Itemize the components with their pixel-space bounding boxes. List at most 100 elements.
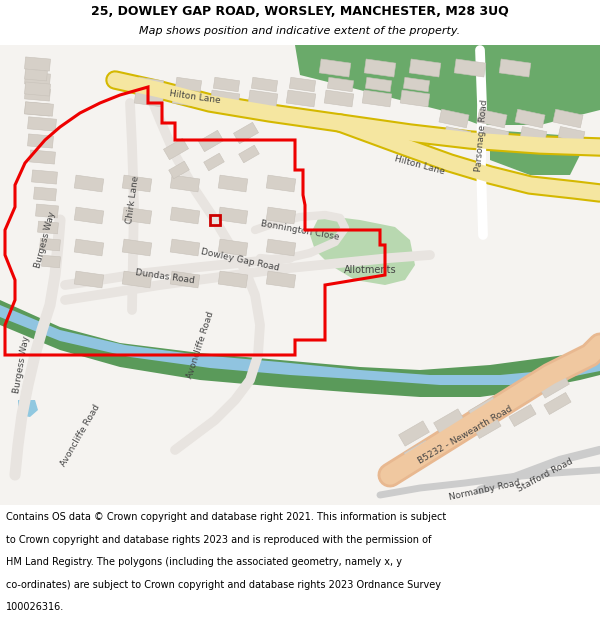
Polygon shape (239, 145, 259, 163)
Polygon shape (210, 90, 240, 107)
Polygon shape (515, 109, 545, 128)
Polygon shape (0, 300, 600, 397)
Polygon shape (218, 271, 248, 288)
Polygon shape (404, 441, 431, 462)
Polygon shape (122, 175, 152, 192)
Polygon shape (328, 78, 353, 92)
Polygon shape (170, 239, 200, 256)
Polygon shape (134, 90, 164, 107)
Polygon shape (170, 271, 200, 288)
Text: Contains OS data © Crown copyright and database right 2021. This information is : Contains OS data © Crown copyright and d… (6, 512, 446, 522)
Text: Parsonage Road: Parsonage Road (475, 99, 490, 171)
Polygon shape (29, 150, 55, 164)
Polygon shape (41, 255, 61, 268)
Polygon shape (539, 373, 569, 398)
Polygon shape (544, 392, 571, 414)
Polygon shape (175, 78, 202, 92)
Polygon shape (25, 82, 50, 96)
Polygon shape (434, 409, 464, 434)
Text: 100026316.: 100026316. (6, 602, 64, 612)
Polygon shape (477, 109, 507, 128)
Polygon shape (499, 59, 531, 77)
Text: 25, DOWLEY GAP ROAD, WORSLEY, MANCHESTER, M28 3UQ: 25, DOWLEY GAP ROAD, WORSLEY, MANCHESTER… (91, 5, 509, 18)
Polygon shape (172, 90, 202, 107)
Polygon shape (25, 102, 50, 116)
Polygon shape (35, 204, 58, 218)
Text: Burgess Way: Burgess Way (13, 336, 31, 394)
Text: Avoncliffe Road: Avoncliffe Road (185, 310, 215, 380)
Polygon shape (0, 305, 600, 385)
Polygon shape (509, 404, 536, 426)
Polygon shape (295, 45, 600, 125)
Polygon shape (520, 126, 547, 142)
Polygon shape (25, 57, 50, 71)
Polygon shape (25, 69, 47, 81)
Polygon shape (560, 45, 600, 65)
Polygon shape (469, 397, 499, 422)
Polygon shape (28, 117, 56, 131)
Text: Avoncliffe Road: Avoncliffe Road (59, 402, 101, 468)
Polygon shape (365, 78, 392, 92)
Polygon shape (74, 239, 104, 256)
Polygon shape (74, 175, 104, 192)
Polygon shape (25, 87, 50, 101)
Polygon shape (503, 385, 535, 410)
Text: Chirk Lane: Chirk Lane (125, 176, 141, 224)
Polygon shape (474, 416, 501, 439)
Polygon shape (170, 207, 200, 224)
Polygon shape (25, 102, 53, 116)
Text: Allotments: Allotments (344, 265, 397, 275)
Polygon shape (218, 239, 248, 256)
Polygon shape (233, 122, 259, 144)
Polygon shape (364, 59, 396, 77)
Polygon shape (248, 90, 278, 107)
Polygon shape (251, 78, 278, 92)
Text: Dundas Road: Dundas Road (135, 268, 195, 286)
Polygon shape (199, 130, 224, 152)
Polygon shape (163, 138, 188, 160)
Polygon shape (362, 90, 392, 107)
Polygon shape (398, 421, 430, 446)
Text: co-ordinates) are subject to Crown copyright and database rights 2023 Ordnance S: co-ordinates) are subject to Crown copyr… (6, 579, 441, 589)
Polygon shape (266, 207, 296, 224)
Polygon shape (558, 126, 585, 142)
Polygon shape (439, 109, 469, 128)
Polygon shape (218, 175, 248, 192)
Polygon shape (18, 400, 38, 417)
Polygon shape (409, 59, 441, 77)
Polygon shape (266, 239, 296, 256)
Polygon shape (32, 170, 58, 184)
Text: Burgess Way: Burgess Way (33, 211, 57, 269)
Text: Normanby Road: Normanby Road (449, 478, 521, 502)
Polygon shape (266, 271, 296, 288)
Polygon shape (482, 126, 509, 142)
Polygon shape (0, 45, 600, 505)
Text: HM Land Registry. The polygons (including the associated geometry, namely x, y: HM Land Registry. The polygons (includin… (6, 557, 402, 567)
Polygon shape (214, 78, 239, 92)
Polygon shape (74, 271, 104, 288)
Polygon shape (25, 72, 50, 86)
Polygon shape (137, 78, 164, 92)
Polygon shape (204, 153, 224, 171)
Polygon shape (286, 90, 316, 107)
Polygon shape (439, 429, 466, 451)
Text: Hilton Lane: Hilton Lane (394, 154, 446, 176)
Polygon shape (266, 175, 296, 192)
Text: B5232 - Newearth Road: B5232 - Newearth Road (416, 404, 514, 466)
Text: Stafford Road: Stafford Road (515, 456, 574, 494)
Text: Dowley Gap Road: Dowley Gap Road (200, 248, 280, 272)
Polygon shape (324, 90, 354, 107)
Text: Bonnington Close: Bonnington Close (260, 219, 340, 241)
Polygon shape (74, 207, 104, 224)
Polygon shape (289, 78, 316, 92)
Polygon shape (444, 126, 471, 142)
Polygon shape (403, 78, 430, 92)
Polygon shape (122, 239, 152, 256)
Polygon shape (28, 134, 53, 148)
Polygon shape (122, 271, 152, 288)
Polygon shape (34, 187, 56, 201)
Polygon shape (170, 175, 200, 192)
Polygon shape (38, 221, 58, 234)
Text: to Crown copyright and database rights 2023 and is reproduced with the permissio: to Crown copyright and database rights 2… (6, 535, 431, 545)
Polygon shape (122, 207, 152, 224)
